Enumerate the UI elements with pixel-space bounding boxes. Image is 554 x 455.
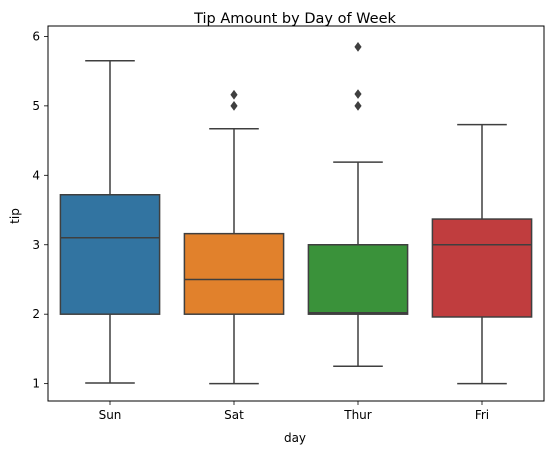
y-axis-label: tip (8, 208, 22, 224)
y-tick-label: 1 (32, 377, 40, 391)
y-tick-label: 5 (32, 99, 40, 113)
ticks-layer: Sun Sat Thur Fri 1 2 3 4 5 6 (32, 29, 489, 422)
outlier-marker (354, 41, 362, 52)
x-tick-label: Sat (224, 408, 244, 422)
y-tick-label: 6 (32, 29, 40, 43)
outlier-marker (354, 101, 362, 111)
outlier-marker (230, 101, 238, 111)
y-tick-label: 3 (32, 238, 40, 252)
outlier-marker (230, 89, 238, 100)
iqr-box (59, 194, 161, 315)
chart-title: Tip Amount by Day of Week (193, 11, 396, 27)
box-group-thur (307, 41, 409, 368)
plot-frame (47, 25, 545, 402)
x-axis-label: day (284, 431, 306, 445)
outlier-marker (354, 89, 362, 99)
boxes-layer (59, 41, 533, 385)
x-tick-label: Thur (343, 408, 372, 422)
box-group-sun (59, 59, 161, 384)
iqr-box (307, 244, 409, 315)
iqr-box (431, 218, 533, 318)
x-tick-label: Fri (475, 408, 489, 422)
x-tick-label: Sun (99, 408, 122, 422)
y-tick-label: 4 (32, 168, 40, 182)
y-tick-label: 2 (32, 307, 40, 321)
iqr-box (183, 232, 285, 315)
box-group-fri (431, 123, 533, 385)
box-group-sat (183, 89, 285, 385)
